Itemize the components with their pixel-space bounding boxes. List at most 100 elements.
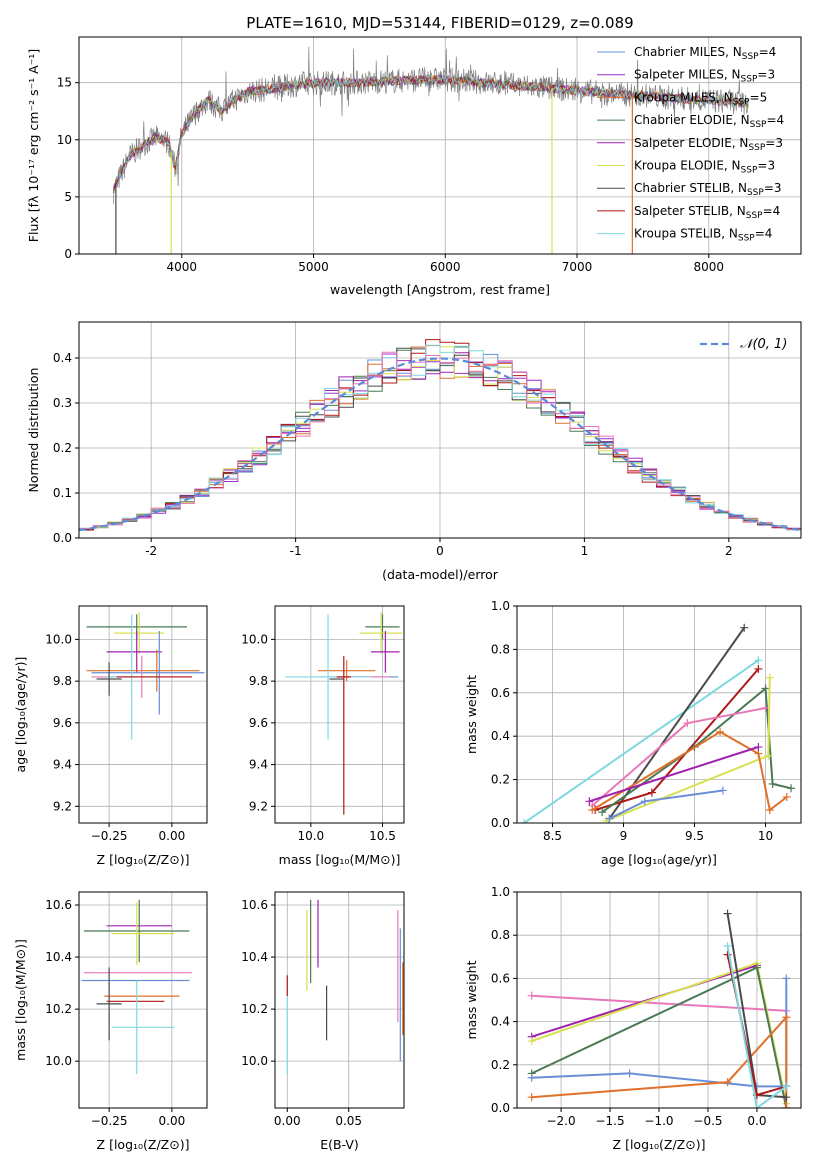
legend-suffix: =5	[750, 90, 768, 104]
age-vs-mass-plot-area	[285, 612, 403, 815]
mass-vs-ebv-xtick-label: 0.00	[274, 1114, 301, 1128]
normal-curve	[79, 357, 801, 532]
mass-vs-ebv-xtick-label: 0.05	[335, 1114, 362, 1128]
residual-hist-ytick-label: 0.0	[53, 531, 72, 545]
mass-weight-vs-age-point	[754, 664, 763, 673]
legend-suffix: =3	[757, 159, 775, 173]
age-vs-z-ylabel: age [log₁₀(age/yr)]	[13, 657, 28, 773]
spectrum-plot-area	[112, 46, 749, 254]
legend-sub: SSP	[748, 143, 765, 153]
mass-vs-z-ytick-label: 10.4	[45, 950, 72, 964]
legend-label: Chabrier MILES, NSSP=4	[634, 45, 776, 62]
mass-weight-vs-z-point	[782, 1093, 791, 1102]
age-vs-z-ytick-label: 9.2	[53, 799, 72, 813]
legend-label: Salpeter STELIB, NSSP=4	[634, 204, 780, 221]
mass-weight-vs-age-point	[787, 784, 796, 793]
mass-vs-z-xtick-label: −0.25	[91, 1114, 128, 1128]
mass-weight-vs-z-point	[782, 974, 791, 983]
mass-weight-vs-z-plot-area	[527, 909, 791, 1108]
mass-vs-ebv-xlabel: E(B-V)	[320, 1137, 359, 1152]
spectrum-model-line	[112, 74, 749, 193]
mass-vs-z-xtick-label: 0.00	[159, 1114, 186, 1128]
residual-hist-xtick-label: 2	[725, 544, 733, 558]
mass-weight-vs-age-plot-area	[520, 623, 796, 823]
residual-hist-plot-area	[79, 339, 801, 532]
mass-weight-vs-age-ytick-label: 0.8	[491, 642, 510, 656]
age-vs-mass-xlabel: mass [log₁₀(M/M⊙)]	[279, 852, 401, 867]
mass-weight-vs-z-ytick-label: 1.0	[491, 885, 510, 899]
mass-weight-vs-age-point	[647, 788, 656, 797]
mass-weight-vs-age-point	[605, 814, 614, 823]
mass-weight-vs-z-point	[723, 942, 732, 950]
mass-vs-z-frame	[78, 891, 208, 1109]
legend-name: Kroupa ELODIE, N	[634, 159, 741, 173]
age-vs-z-plot-area	[86, 612, 205, 740]
age-vs-z-ytick-label: 9.4	[53, 758, 72, 772]
age-vs-z-xtick-label: −0.25	[91, 829, 128, 843]
mass-weight-vs-z-xtick-label: −0.5	[693, 1114, 722, 1128]
residual-hist-xtick-label: -2	[145, 544, 157, 558]
legend-label: Chabrier ELODIE, NSSP=4	[634, 113, 784, 130]
age-vs-z-ytick-label: 9.6	[53, 716, 72, 730]
mass-weight-vs-z-point	[723, 1078, 732, 1087]
mass-weight-vs-age-point	[782, 792, 791, 801]
mass-vs-z-ytick-label: 10.2	[45, 1002, 72, 1016]
mass-weight-vs-age-xlabel: age [log₁₀(age/yr)]	[601, 852, 717, 867]
mass-weight-vs-age-ytick-label: 1.0	[491, 599, 510, 613]
spectrum-xtick-label: 8000	[694, 260, 725, 274]
age-vs-mass-xtick-label: 10.5	[369, 829, 396, 843]
legend-suffix: =4	[755, 227, 773, 241]
legend-name: Chabrier STELIB, N	[634, 181, 747, 195]
mass-weight-vs-age-point	[754, 656, 763, 665]
mass-weight-vs-z-point	[723, 950, 732, 959]
mass-weight-vs-age-ytick-label: 0.0	[491, 816, 510, 830]
mass-weight-vs-age-point	[588, 805, 597, 814]
mass-weight-vs-age-xtick-label: 8.5	[543, 829, 562, 843]
mass-weight-vs-age-point	[740, 623, 749, 632]
legend-name: Kroupa STELIB, N	[634, 227, 738, 241]
mass-vs-z-ylabel: mass [log₁₀(M/M⊙)]	[13, 939, 28, 1061]
histogram-step	[79, 352, 801, 531]
legend-sub: SSP	[746, 211, 763, 221]
legend-sub: SSP	[750, 120, 767, 130]
mass-weight-vs-z-point	[527, 991, 536, 1000]
residual-hist-xtick-label: -1	[290, 544, 302, 558]
mass-weight-vs-age-point	[718, 786, 727, 795]
spectrum-ytick-label: 15	[57, 76, 72, 90]
mass-weight-vs-z-point	[527, 1037, 536, 1046]
legend-suffix: =3	[765, 136, 783, 150]
spectrum-xtick-label: 7000	[562, 260, 593, 274]
legend-name: Salpeter ELODIE, N	[634, 136, 748, 150]
mass-weight-vs-z-series-line	[531, 1014, 788, 1108]
legend-suffix: =4	[763, 204, 781, 218]
mass-weight-vs-age-point	[765, 805, 774, 814]
mass-weight-vs-z-point	[625, 1069, 634, 1078]
legend-name: Salpeter MILES, N	[634, 68, 741, 82]
residual-hist-ytick-label: 0.3	[53, 396, 72, 410]
histogram-step	[79, 351, 801, 531]
figure-title: PLATE=1610, MJD=53144, FIBERID=0129, z=0…	[246, 14, 633, 32]
age-vs-z-xtick-label: 0.00	[159, 829, 186, 843]
legend-suffix: =3	[757, 68, 775, 82]
spectrum-frame	[78, 36, 802, 255]
mass-weight-vs-age-ylabel: mass weight	[464, 675, 479, 754]
spectrum-ytick-label: 5	[64, 190, 72, 204]
mass-weight-vs-z-point	[752, 1104, 761, 1108]
mass-weight-vs-z-ytick-label: 0.2	[491, 1058, 510, 1072]
age-vs-mass-frame	[274, 605, 405, 824]
mass-weight-vs-age-point	[761, 703, 770, 712]
legend-label: Salpeter MILES, NSSP=3	[634, 68, 775, 85]
mass-weight-vs-z-point	[527, 1073, 536, 1082]
spectrum-ylabel: Flux [fλ 10⁻¹⁷ erg cm⁻² s⁻¹ A⁻¹]	[26, 49, 41, 242]
normal-legend-label: 𝒩(0, 1)	[740, 337, 787, 352]
histogram-step	[79, 347, 801, 530]
mass-weight-vs-z-ytick-label: 0.6	[491, 971, 510, 985]
mass-vs-z-ytick-label: 10.0	[45, 1054, 72, 1068]
mass-weight-vs-z-ylabel: mass weight	[464, 960, 479, 1039]
mass-weight-vs-z-xtick-label: 0.0	[747, 1114, 766, 1128]
mass-weight-vs-z-ytick-label: 0.8	[491, 928, 510, 942]
mass-vs-ebv-plot-area	[286, 899, 404, 1075]
mass-weight-vs-age-point	[761, 684, 770, 693]
mass-weight-vs-z-xtick-label: −1.5	[595, 1114, 624, 1128]
age-vs-mass-ytick-label: 9.8	[249, 674, 268, 688]
